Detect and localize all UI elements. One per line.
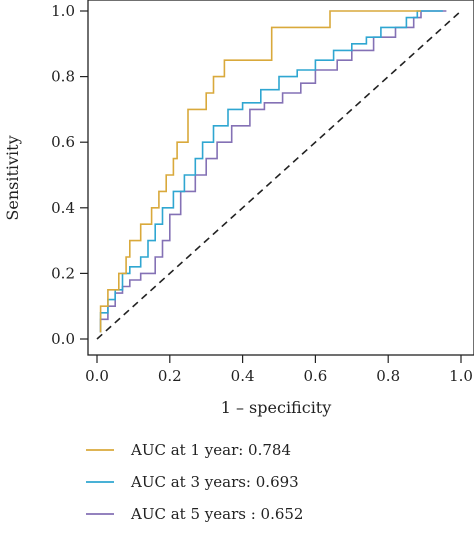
- legend-label-1: AUC at 1 year: 0.784: [130, 441, 291, 459]
- y-tick-label: 0.8: [51, 68, 75, 86]
- x-tick-label: 0.6: [303, 367, 327, 385]
- axis-ticks: 0.0 0.2 0.4 0.6 0.8 1.0 0.0 0.2 0.4 0.6 0.8 1.0: [51, 2, 473, 385]
- x-tick-label: 0.0: [85, 367, 109, 385]
- legend: AUC at 1 year: 0.784 AUC at 3 years: 0.69…: [86, 441, 303, 523]
- y-tick-label: 0.0: [51, 330, 75, 348]
- reference-diagonal: [96, 10, 462, 340]
- x-tick-label: 1.0: [449, 367, 473, 385]
- x-tick-label: 0.2: [158, 367, 182, 385]
- y-tick-label: 0.4: [51, 199, 75, 217]
- x-tick-label: 0.4: [231, 367, 255, 385]
- x-tick-label: 0.8: [376, 367, 400, 385]
- x-axis-label: 1 – specificity: [221, 398, 332, 417]
- roc-curve-3: [99, 10, 447, 333]
- y-tick-label: 0.6: [51, 133, 75, 151]
- roc-curve-2: [99, 10, 443, 333]
- legend-label-3: AUC at 5 years : 0.652: [130, 505, 303, 523]
- y-axis-label: Sensitivity: [3, 135, 22, 220]
- y-tick-label: 0.2: [51, 264, 75, 282]
- roc-curve-1: [99, 10, 421, 333]
- roc-curves: [99, 10, 447, 333]
- y-tick-label: 1.0: [51, 2, 75, 20]
- plot-frame: [87, 0, 474, 356]
- legend-label-2: AUC at 3 years: 0.693: [130, 473, 299, 491]
